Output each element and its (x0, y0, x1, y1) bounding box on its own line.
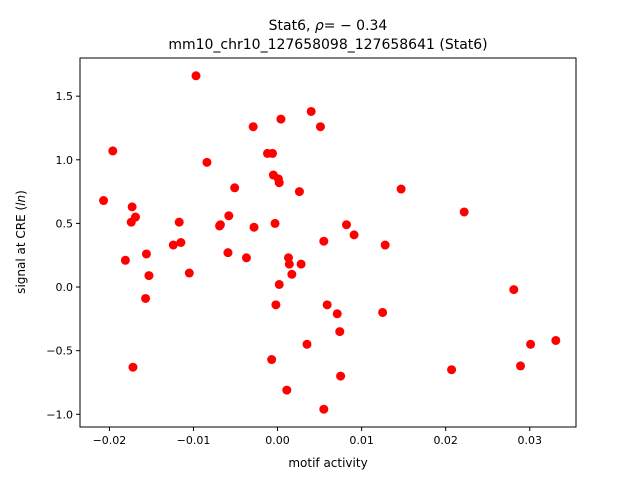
data-point-21 (241, 253, 251, 263)
data-point-1 (108, 146, 118, 156)
x-tick-label: −0.02 (93, 434, 127, 447)
data-point-6 (130, 212, 140, 222)
y-tick-label: −0.5 (46, 345, 73, 358)
data-point-29 (271, 300, 281, 310)
data-point-58 (526, 339, 536, 349)
data-point-22 (248, 122, 258, 132)
data-point-55 (459, 207, 469, 217)
data-point-25 (267, 355, 277, 365)
data-point-42 (315, 122, 325, 132)
x-axis-ticks: −0.02 −0.01 0.00 0.01 0.02 0.03 (93, 427, 542, 447)
data-point-51 (378, 307, 388, 317)
data-point-15 (202, 157, 212, 167)
data-point-59 (551, 335, 561, 345)
data-point-33 (276, 114, 286, 124)
data-point-18 (223, 248, 233, 258)
y-axis-ticks: −1.0 −0.5 0.0 0.5 1.0 1.5 (46, 90, 80, 421)
data-point-41 (306, 106, 316, 116)
x-tick-label: −0.01 (177, 434, 211, 447)
y-axis-label: signal at CRE (ln) (14, 190, 28, 294)
data-point-2 (120, 255, 130, 265)
data-point-20 (230, 183, 240, 193)
data-point-12 (176, 238, 186, 247)
data-point-53 (396, 184, 406, 194)
data-point-28 (270, 218, 280, 228)
data-point-11 (174, 217, 184, 227)
data-point-37 (287, 269, 297, 279)
y-tick-label: 0.0 (56, 281, 74, 294)
x-tick-label: 0.02 (433, 434, 458, 447)
data-point-0 (99, 196, 109, 206)
chart-title-line2: mm10_chr10_127658098_127658641 (Stat6) (168, 37, 487, 53)
x-tick-label: 0.01 (349, 434, 374, 447)
x-tick-label: 0.03 (518, 434, 543, 447)
data-point-14 (191, 71, 201, 81)
data-point-32 (274, 279, 284, 289)
data-point-43 (319, 236, 329, 246)
data-point-56 (509, 285, 519, 295)
data-point-4 (127, 202, 137, 212)
data-point-9 (144, 271, 154, 281)
data-point-36 (284, 259, 294, 269)
data-point-7 (141, 293, 151, 303)
data-point-52 (380, 240, 390, 250)
data-point-26 (268, 148, 278, 158)
data-point-23 (249, 222, 259, 232)
data-point-40 (302, 339, 312, 349)
y-tick-label: −1.0 (46, 408, 73, 421)
data-point-39 (296, 259, 306, 269)
data-point-34 (282, 385, 292, 395)
x-tick-label: 0.00 (265, 434, 290, 447)
y-tick-label: 0.5 (56, 217, 74, 230)
data-point-44 (319, 404, 329, 414)
data-point-31 (274, 178, 284, 188)
data-point-8 (141, 249, 151, 259)
data-point-13 (184, 268, 194, 278)
data-point-46 (332, 309, 342, 319)
data-point-49 (341, 220, 351, 230)
plot-frame (79, 57, 577, 428)
data-point-47 (335, 327, 345, 337)
data-point-17 (215, 220, 225, 230)
data-point-45 (322, 300, 332, 310)
data-point-50 (349, 230, 359, 240)
y-tick-label: 1.0 (56, 154, 74, 167)
y-tick-label: 1.5 (56, 90, 74, 103)
x-axis-label: motif activity (288, 456, 367, 470)
data-point-19 (224, 211, 234, 221)
data-point-38 (294, 187, 304, 197)
chart-title-line1: Stat6, ρ= − 0.34 (269, 18, 388, 34)
data-points (99, 71, 561, 414)
data-point-10 (168, 240, 178, 250)
data-point-54 (447, 365, 457, 375)
data-point-5 (128, 362, 138, 372)
data-point-57 (516, 361, 526, 371)
data-point-48 (336, 371, 346, 381)
